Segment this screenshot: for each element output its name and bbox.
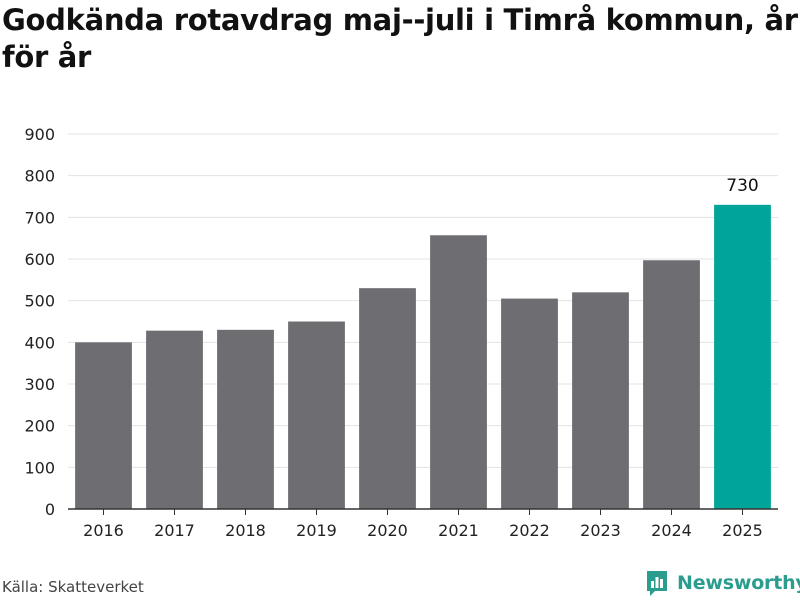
bar xyxy=(146,330,203,509)
bar xyxy=(501,298,558,509)
x-tick-label: 2019 xyxy=(296,521,337,540)
x-tick-label: 2025 xyxy=(722,521,763,540)
y-tick-label: 200 xyxy=(24,417,55,436)
x-axis-ticks: 2016 2017 2018 2019 2020 2021 2022 2023 2024 2025 xyxy=(83,509,763,540)
y-tick-label: 300 xyxy=(24,375,55,394)
y-tick-label: 100 xyxy=(24,458,55,477)
bar xyxy=(714,204,771,510)
x-tick-label: 2017 xyxy=(154,521,195,540)
bar-chart-speech-bubble-icon xyxy=(647,571,667,596)
bar xyxy=(430,235,487,509)
x-tick-label: 2018 xyxy=(225,521,266,540)
bar xyxy=(217,329,274,509)
brand-name: Newsworthy xyxy=(677,572,800,594)
y-tick-label: 800 xyxy=(24,167,55,186)
bar xyxy=(572,292,629,509)
bar xyxy=(288,321,345,509)
y-tick-label: 400 xyxy=(24,333,55,352)
x-tick-label: 2024 xyxy=(651,521,692,540)
x-tick-label: 2016 xyxy=(83,521,124,540)
chart-title: Godkända rotavdrag maj--juli i Timrå kom… xyxy=(2,3,798,74)
y-tick-label: 600 xyxy=(24,250,55,269)
x-tick-label: 2021 xyxy=(438,521,479,540)
data-labels: 730 xyxy=(726,176,758,196)
x-tick-label: 2022 xyxy=(509,521,550,540)
brand-logo: Newsworthy xyxy=(645,568,800,598)
bar xyxy=(643,260,700,509)
bars xyxy=(75,204,771,510)
x-tick-label: 2023 xyxy=(580,521,621,540)
source-text: Källa: Skatteverket xyxy=(2,578,144,596)
y-tick-label: 700 xyxy=(24,208,55,227)
y-axis-ticks: 0 100 200 300 400 500 600 700 800 900 xyxy=(24,125,55,519)
bar xyxy=(359,288,416,509)
y-tick-label: 900 xyxy=(24,125,55,144)
x-tick-label: 2020 xyxy=(367,521,408,540)
bar xyxy=(75,342,132,509)
y-tick-label: 0 xyxy=(45,500,55,519)
data-label: 730 xyxy=(726,176,758,196)
y-tick-label: 500 xyxy=(24,292,55,311)
